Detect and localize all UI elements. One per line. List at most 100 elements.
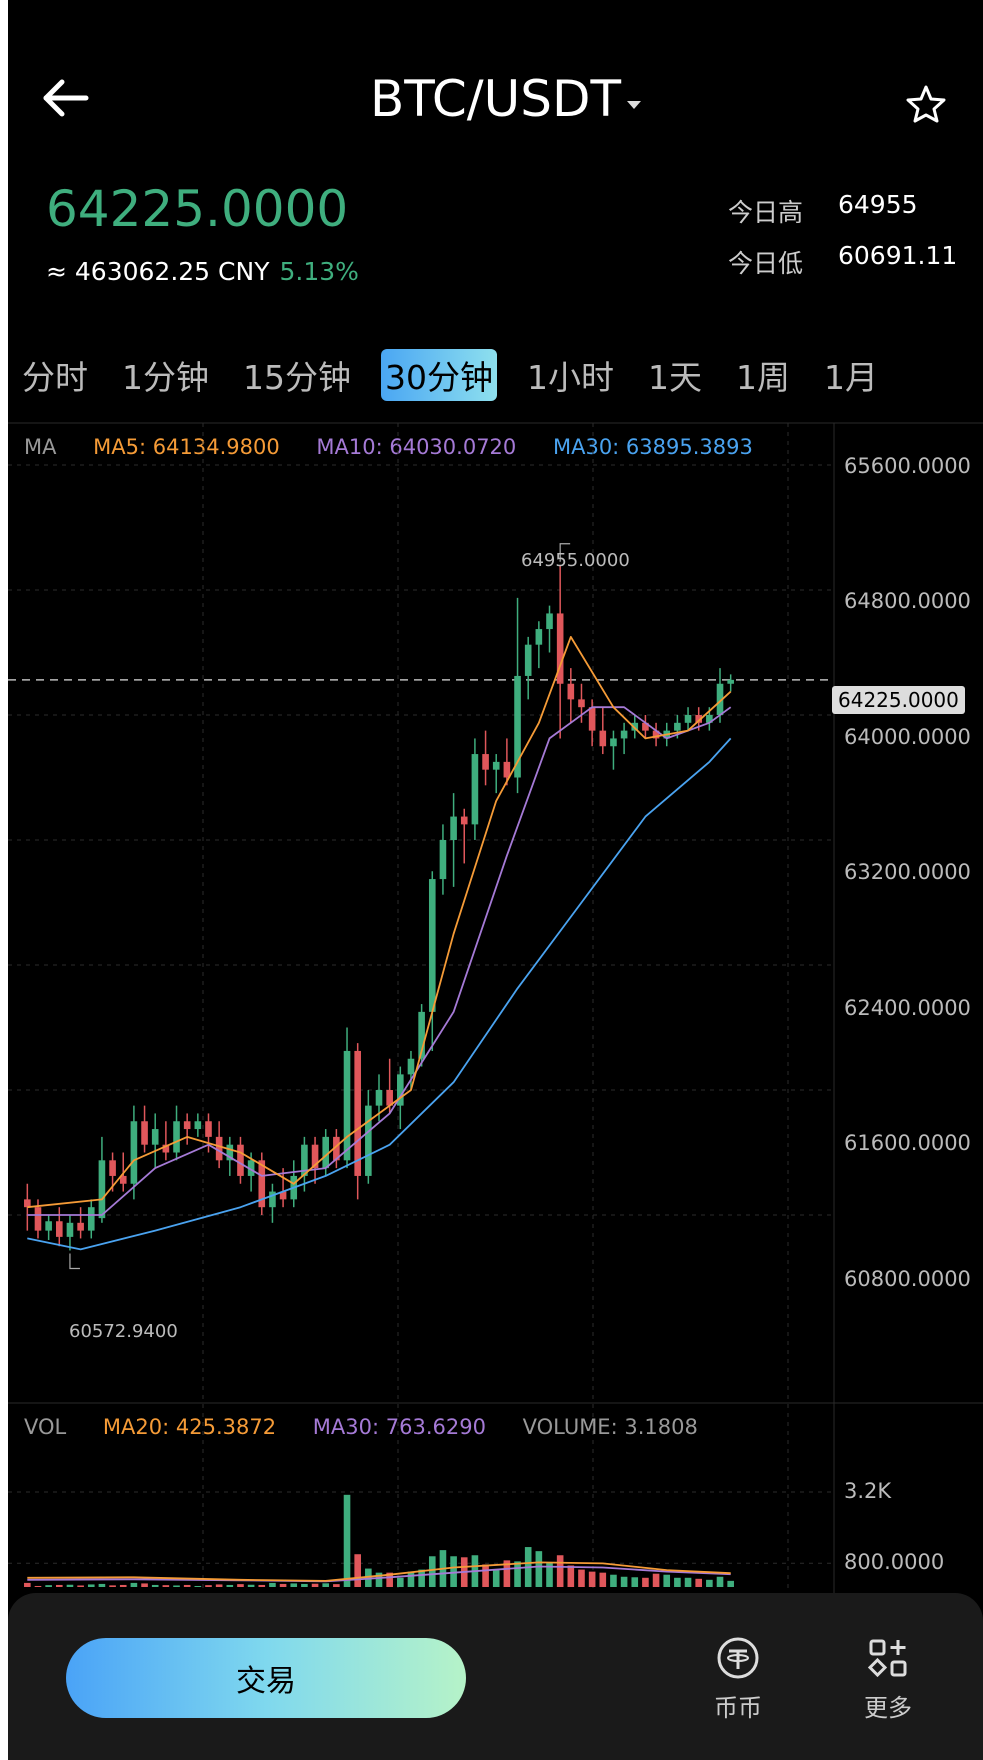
candle-body	[684, 715, 692, 723]
high-label: 今日高	[728, 198, 804, 227]
tab-1day[interactable]: 1天	[648, 358, 702, 397]
volume-bar	[535, 1551, 543, 1587]
candle-body	[535, 629, 543, 645]
volume-bar	[716, 1576, 724, 1587]
candle-body	[87, 1207, 95, 1231]
ma30-legend: MA30: 63895.3893	[552, 435, 753, 459]
candle-body	[450, 816, 457, 840]
volume-bar	[279, 1583, 287, 1587]
pair-title[interactable]: BTC/USDT	[8, 70, 983, 128]
kline-chart[interactable]	[8, 0, 983, 1600]
candle-body	[24, 1199, 31, 1208]
candle-body	[578, 699, 585, 708]
tab-30min[interactable]: 30分钟	[381, 349, 497, 401]
volume-bar	[237, 1584, 244, 1587]
candle-body	[556, 613, 564, 684]
candle-body	[77, 1222, 84, 1231]
volume-bar	[215, 1584, 223, 1587]
volume-bar	[119, 1584, 127, 1587]
volume-bar	[386, 1572, 393, 1587]
volume-bar	[290, 1583, 298, 1587]
candle-body	[66, 1222, 74, 1237]
volume-bar	[109, 1585, 116, 1587]
volume-bar	[599, 1572, 607, 1587]
volume-bar	[450, 1556, 457, 1587]
ma5-legend: MA5: 64134.9800	[93, 435, 280, 459]
volume-bar	[269, 1582, 276, 1587]
volume-bar	[34, 1585, 42, 1587]
candle-body	[34, 1207, 42, 1231]
volume-bar	[24, 1582, 31, 1587]
y-tick-label: 63200.0000	[844, 860, 971, 884]
candle-body	[386, 1090, 393, 1106]
candle-body	[183, 1121, 191, 1130]
candle-body	[695, 715, 703, 723]
candle-body	[706, 715, 713, 723]
candle-body	[407, 1058, 415, 1075]
candle-body	[162, 1144, 170, 1153]
y-tick-label: 65600.0000	[844, 454, 971, 478]
volume-bar	[610, 1574, 617, 1587]
volume-bar	[162, 1585, 170, 1587]
tab-1week[interactable]: 1周	[736, 358, 790, 397]
volume-bar	[311, 1583, 319, 1587]
volume-bar	[151, 1584, 159, 1587]
tab-1hour[interactable]: 1小时	[527, 358, 614, 397]
volume-bar	[514, 1561, 521, 1587]
candle-body	[279, 1191, 287, 1200]
high-value: 64955	[838, 190, 918, 219]
volume-bar	[183, 1584, 191, 1587]
candle-body	[524, 644, 532, 676]
volume-bar	[727, 1580, 734, 1587]
candle-body	[269, 1191, 276, 1208]
grid-more-icon	[867, 1639, 907, 1678]
volume-bar	[428, 1556, 436, 1587]
more-nav[interactable]: 更多	[838, 1636, 938, 1723]
app-screen: BTC/USDT 64225.0000 ≈ 463062.25 CNY 5.13%…	[8, 0, 983, 1760]
coin-trade-nav[interactable]: 币币	[688, 1636, 788, 1723]
candle-body	[642, 722, 649, 731]
volume-bar	[173, 1585, 180, 1587]
volume-bar	[247, 1584, 255, 1587]
ma5-line	[27, 636, 732, 1209]
volume-bar	[141, 1583, 148, 1587]
volume-bar	[45, 1585, 52, 1587]
tab-fenshi[interactable]: 分时	[22, 358, 88, 397]
candle-body	[503, 761, 511, 778]
back-button[interactable]	[40, 72, 92, 124]
candle-body	[301, 1144, 308, 1176]
candle-body	[55, 1221, 63, 1237]
caret-down-icon[interactable]	[625, 96, 643, 115]
trade-button-label: 交易	[236, 1664, 296, 1699]
volume-bar	[642, 1577, 649, 1587]
candle-body	[620, 730, 628, 739]
volume-bar	[322, 1583, 330, 1587]
volume-bar	[205, 1585, 212, 1587]
volume-bar	[588, 1571, 596, 1587]
ma-legend: MA MA5: 64134.9800 MA10: 64030.0720 MA30…	[24, 435, 753, 459]
volume-bar	[652, 1573, 660, 1587]
favorite-button[interactable]	[906, 84, 946, 124]
candle-body	[151, 1129, 159, 1145]
volume-bar	[578, 1569, 585, 1587]
volume-bar	[503, 1560, 511, 1587]
candle-body	[354, 1050, 361, 1176]
candle-body	[599, 730, 607, 747]
tab-1min[interactable]: 1分钟	[122, 358, 209, 397]
volume-bar	[482, 1564, 489, 1587]
arrow-left-icon	[43, 79, 89, 117]
volume-bar	[620, 1576, 628, 1587]
volume-bar	[567, 1565, 575, 1587]
tab-1month[interactable]: 1月	[824, 358, 878, 397]
volume-bar	[546, 1562, 553, 1587]
tab-15min[interactable]: 15分钟	[243, 358, 351, 397]
star-outline-icon	[906, 85, 946, 123]
volume-ma20-line	[27, 1561, 731, 1582]
trade-button[interactable]: 交易	[66, 1638, 466, 1718]
coin-trade-label: 币币	[714, 1694, 762, 1722]
volume-bar	[258, 1584, 266, 1587]
change-percent: 5.13%	[279, 257, 359, 286]
candle-body	[652, 730, 660, 739]
candle-body	[460, 816, 468, 825]
candle-body	[215, 1136, 223, 1161]
